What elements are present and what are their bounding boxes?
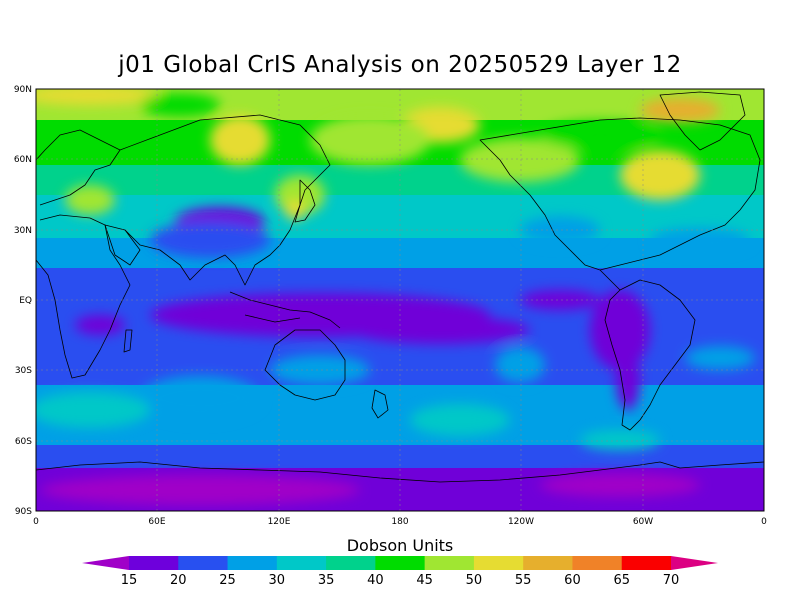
colorbar-tick-label: 30 xyxy=(269,573,286,588)
colorbar-tick-label: 70 xyxy=(663,573,680,588)
colorbar-segment xyxy=(129,556,179,570)
lon-tick-label: 60E xyxy=(148,517,165,527)
colorbar-title: Dobson Units xyxy=(346,536,454,555)
map-frame xyxy=(35,88,765,512)
ozone-field xyxy=(36,89,764,511)
lon-tick-label: 0 xyxy=(33,517,39,527)
colorbar-segment xyxy=(375,556,426,570)
colorbar-segment xyxy=(276,556,327,570)
chart-title: j01 Global CrIS Analysis on 20250529 Lay… xyxy=(118,52,682,78)
colorbar-tick-label: 60 xyxy=(564,573,581,588)
lon-tick-label: 120E xyxy=(268,517,291,527)
colorbar-tick-label: 65 xyxy=(613,573,630,588)
colorbar-segment xyxy=(473,556,524,570)
colorbar-tick-label: 25 xyxy=(219,573,236,588)
colorbar: 15 20 25 30 35 40 45 50 55 60 65 70 xyxy=(82,556,718,588)
colorbar-segment xyxy=(178,556,229,570)
colorbar-segment xyxy=(227,556,278,570)
lat-tick-label: 90N xyxy=(14,85,32,95)
lon-axis: 0 60E 120E 180 120W 60W 0 xyxy=(33,517,767,527)
colorbar-upper-extend xyxy=(671,556,718,570)
lat-tick-label: EQ xyxy=(19,296,32,306)
colorbar-segment xyxy=(523,556,573,570)
colorbar-tick-label: 50 xyxy=(466,573,483,588)
colorbar-tick-label: 45 xyxy=(416,573,433,588)
colorbar-segment xyxy=(424,556,475,570)
colorbar-tick-label: 20 xyxy=(170,573,187,588)
lat-tick-label: 60S xyxy=(15,437,32,447)
colorbar-tick-label: 35 xyxy=(318,573,335,588)
colorbar-tick-label: 55 xyxy=(515,573,532,588)
colorbar-segment xyxy=(326,556,376,570)
colorbar-segment xyxy=(621,556,672,570)
coastlines xyxy=(36,91,764,483)
colorbar-lower-extend xyxy=(82,556,129,570)
lon-tick-label: 60W xyxy=(633,517,653,527)
lat-tick-label: 90S xyxy=(15,507,32,517)
colorbar-tick-label: 15 xyxy=(121,573,138,588)
lon-tick-label: 120W xyxy=(508,517,534,527)
lat-tick-label: 60N xyxy=(14,155,32,165)
lat-tick-label: 30S xyxy=(15,366,32,376)
lat-tick-label: 30N xyxy=(14,226,32,236)
lon-tick-label: 180 xyxy=(391,517,408,527)
colorbar-tick-label: 40 xyxy=(367,573,384,588)
lat-axis: 90N 60N 30N EQ 30S 60S 90S xyxy=(14,85,32,517)
colorbar-segment xyxy=(572,556,623,570)
lon-tick-label: 0 xyxy=(761,517,767,527)
